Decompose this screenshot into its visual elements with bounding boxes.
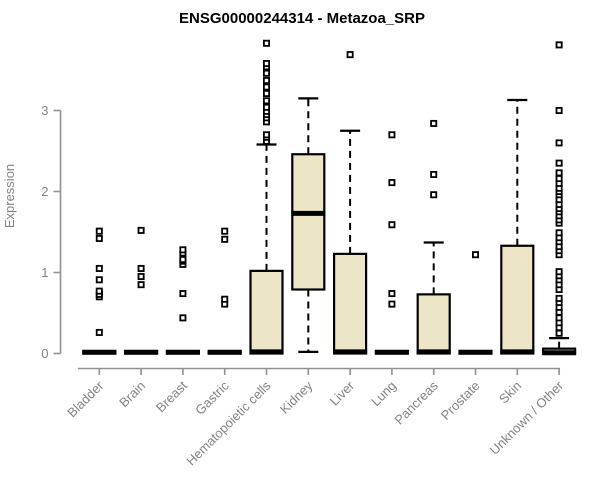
x-category-label: Liver [327,378,358,409]
outlier-point [430,170,438,178]
outlier-point [471,251,479,259]
outlier-point [137,264,145,272]
box [249,269,284,355]
outlier-point [430,191,438,199]
x-category-label: Breast [153,378,190,415]
outlier-point [388,221,396,229]
outlier-point [388,300,396,308]
outlier-point [95,276,103,284]
outlier-point [262,89,270,97]
outlier-point [95,328,103,336]
y-tick-label: 2 [41,184,48,199]
outlier-point [179,256,187,264]
x-category-label: Prostate [438,378,483,423]
x-category-label: Brain [116,378,148,410]
outlier-point [262,97,270,105]
outlier-point [179,314,187,322]
outlier-point [262,77,270,85]
x-category-label: Kidney [277,378,316,417]
outlier-point [95,264,103,272]
x-category-label: Pancreas [391,378,441,428]
x-category-label: Bladder [64,378,107,421]
x-category-label: Unknown / Other [487,378,567,458]
box [416,293,451,355]
y-tick-label: 0 [41,346,48,361]
outlier-point [555,329,563,337]
outlier-point [555,314,563,322]
y-axis-title: Expression [2,164,17,228]
outlier-point [555,41,563,49]
x-category-label: Gastric [192,378,232,418]
outlier-point [137,281,145,289]
outlier-point [555,294,563,302]
outlier-point [388,131,396,139]
chart-title: ENSG00000244314 - Metazoa_SRP [179,10,425,27]
outlier-point [388,290,396,298]
outlier-point [262,39,270,47]
outlier-point [95,287,103,295]
box [500,244,535,355]
outlier-point [95,234,103,242]
outlier-point [221,227,229,235]
outlier-point [137,273,145,281]
box [291,153,326,291]
outlier-point [555,139,563,147]
outlier-point [221,295,229,303]
outlier-point [555,268,563,276]
outlier-point [262,69,270,77]
x-category-label: Skin [496,378,524,406]
outlier-point [262,131,270,139]
outlier-point [555,175,563,183]
outlier-point [137,226,145,234]
outlier-point [262,60,270,68]
outlier-point [95,227,103,235]
outlier-point [262,103,270,111]
y-tick-label: 3 [41,103,48,118]
outlier-point [262,83,270,91]
x-category-label: Lung [368,378,399,409]
outlier-point [346,51,354,59]
outlier-point [179,246,187,254]
outlier-point [179,290,187,298]
outlier-point [555,229,563,237]
outlier-point [430,119,438,127]
outlier-point [555,169,563,177]
box [333,252,368,355]
y-tick-label: 1 [41,265,48,280]
outlier-point [555,107,563,115]
outlier-point [221,235,229,243]
outlier-point [388,179,396,187]
outlier-point [555,159,563,167]
